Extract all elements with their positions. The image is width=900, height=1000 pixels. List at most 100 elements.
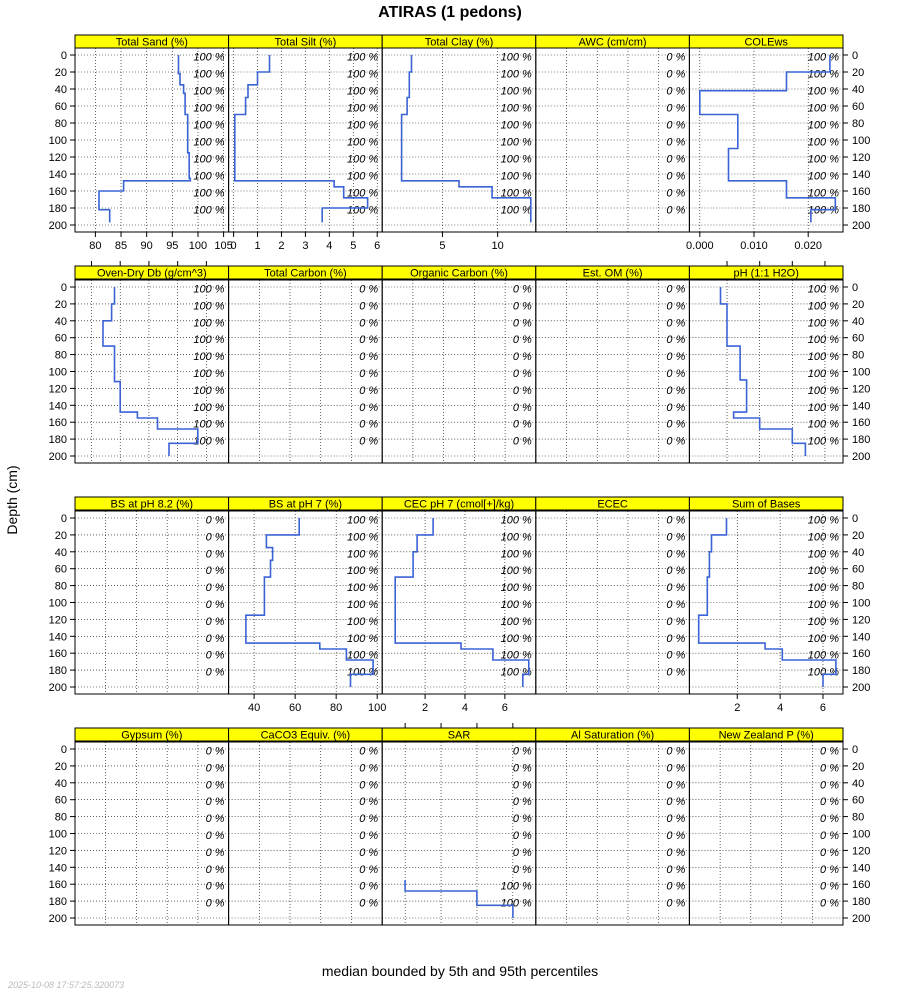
percent-label: 0 % <box>666 154 685 166</box>
y-tick-label: 180 <box>49 203 67 215</box>
percent-label: 0 % <box>206 616 225 628</box>
percent-label: 0 % <box>513 864 532 876</box>
percent-label: 0 % <box>666 436 685 448</box>
percent-label: 100 % <box>808 137 839 149</box>
percent-label: 0 % <box>206 745 225 757</box>
percent-label: 100 % <box>808 69 839 81</box>
percent-label: 100 % <box>193 120 224 132</box>
percent-label: 0 % <box>359 419 378 431</box>
y-tick-label: 200 <box>852 913 870 925</box>
percent-label: 0 % <box>820 830 839 842</box>
percent-label: 100 % <box>808 52 839 64</box>
y-tick-label: 40 <box>55 547 67 559</box>
percent-label: 100 % <box>808 171 839 183</box>
percent-label: 100 % <box>808 154 839 166</box>
panel-title: New Zealand P (%) <box>719 730 814 742</box>
x-tick-label: 6 <box>374 240 380 252</box>
percent-label: 100 % <box>501 137 532 149</box>
x-tick-label: 4 <box>462 702 468 714</box>
y-tick-label: 20 <box>55 299 67 311</box>
percent-label: 100 % <box>501 898 532 910</box>
chart-title: ATIRAS (1 pedons) <box>378 4 522 21</box>
percent-label: 100 % <box>501 120 532 132</box>
x-axis-label: median bounded by 5th and 95th percentil… <box>321 963 599 979</box>
percent-label: 100 % <box>501 171 532 183</box>
y-tick-label: 200 <box>49 451 67 463</box>
percent-label: 0 % <box>206 582 225 594</box>
y-tick-label: 60 <box>55 795 67 807</box>
percent-label: 0 % <box>513 436 532 448</box>
percent-label: 0 % <box>666 864 685 876</box>
percent-label: 100 % <box>501 582 532 594</box>
percent-label: 100 % <box>808 514 839 526</box>
percent-label: 100 % <box>347 154 378 166</box>
percent-label: 100 % <box>501 154 532 166</box>
y-tick-label: 140 <box>49 862 67 874</box>
y-tick-label: 80 <box>55 350 67 362</box>
y-tick-label: 0 <box>852 282 858 294</box>
percent-label: 0 % <box>513 830 532 842</box>
y-tick-label: 120 <box>49 845 67 857</box>
y-tick-label: 100 <box>852 135 870 147</box>
percent-label: 100 % <box>501 616 532 628</box>
percent-label: 0 % <box>666 205 685 217</box>
percent-label: 100 % <box>193 283 224 295</box>
y-tick-label: 20 <box>852 530 864 542</box>
y-tick-label: 160 <box>49 648 67 660</box>
panel-title: Gypsum (%) <box>121 730 182 742</box>
y-tick-label: 40 <box>852 84 864 96</box>
percent-label: 0 % <box>820 881 839 893</box>
percent-label: 100 % <box>347 52 378 64</box>
percent-label: 0 % <box>666 514 685 526</box>
percent-label: 0 % <box>666 813 685 825</box>
y-tick-label: 100 <box>852 598 870 610</box>
percent-label: 100 % <box>347 188 378 200</box>
y-tick-label: 200 <box>49 913 67 925</box>
y-tick-label: 80 <box>55 118 67 130</box>
percent-label: 0 % <box>820 779 839 791</box>
percent-label: 100 % <box>193 368 224 380</box>
percent-label: 0 % <box>359 317 378 329</box>
percent-label: 100 % <box>193 137 224 149</box>
percent-label: 0 % <box>513 351 532 363</box>
y-tick-label: 40 <box>55 84 67 96</box>
profile-line <box>697 518 837 687</box>
y-tick-label: 20 <box>55 67 67 79</box>
percent-label: 100 % <box>501 52 532 64</box>
x-tick-label: 2 <box>734 702 740 714</box>
y-tick-label: 60 <box>55 101 67 113</box>
profile-line <box>400 55 532 223</box>
percent-label: 0 % <box>359 385 378 397</box>
x-tick-label: 80 <box>89 240 101 252</box>
y-tick-label: 60 <box>852 101 864 113</box>
percent-label: 0 % <box>206 762 225 774</box>
timestamp: 2025-10-08 17:57:25.320073 <box>8 980 125 990</box>
percent-label: 0 % <box>206 830 225 842</box>
y-tick-label: 100 <box>49 829 67 841</box>
percent-label: 0 % <box>820 745 839 757</box>
percent-label: 0 % <box>206 898 225 910</box>
percent-label: 100 % <box>193 154 224 166</box>
y-tick-label: 20 <box>55 761 67 773</box>
y-tick-label: 100 <box>49 598 67 610</box>
y-tick-label: 40 <box>55 778 67 790</box>
percent-label: 0 % <box>666 779 685 791</box>
percent-label: 0 % <box>666 633 685 645</box>
percent-label: 0 % <box>666 881 685 893</box>
y-tick-label: 60 <box>852 795 864 807</box>
percent-label: 100 % <box>808 667 839 679</box>
percent-label: 0 % <box>513 847 532 859</box>
y-tick-label: 200 <box>852 220 870 232</box>
percent-label: 100 % <box>501 531 532 543</box>
panel-title: Oven-Dry Db (g/cm^3) <box>97 268 207 280</box>
percent-label: 0 % <box>666 385 685 397</box>
y-tick-label: 120 <box>852 383 870 395</box>
percent-label: 100 % <box>347 120 378 132</box>
x-tick-label: 85 <box>115 240 127 252</box>
y-tick-label: 60 <box>852 564 864 576</box>
profile-line <box>102 287 199 456</box>
percent-label: 0 % <box>666 650 685 662</box>
percent-label: 100 % <box>193 171 224 183</box>
percent-label: 0 % <box>513 813 532 825</box>
